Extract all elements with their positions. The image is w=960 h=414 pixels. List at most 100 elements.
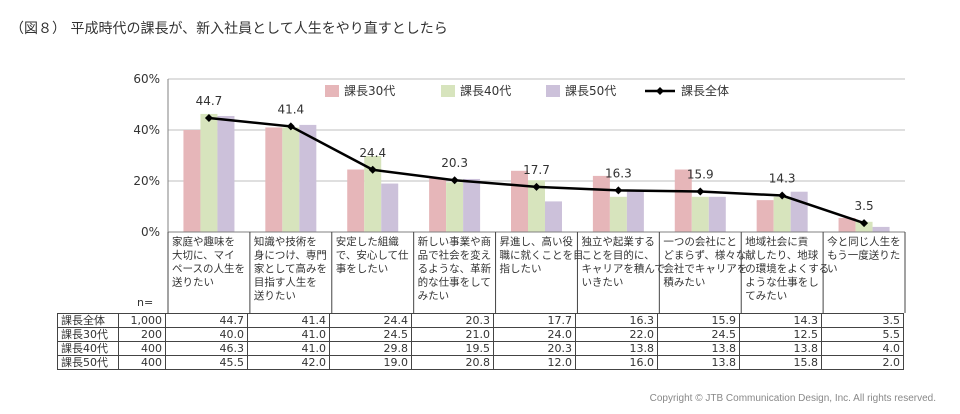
x-tick-label: 的な仕事をして [418, 276, 491, 289]
table-cell: 16.0 [575, 355, 658, 370]
bar [217, 115, 235, 232]
bar [790, 191, 808, 232]
table-cell: 15.9 [657, 313, 740, 328]
x-tick-label: 目指す人生を [254, 276, 317, 289]
bar [626, 191, 644, 232]
table-cell: 13.8 [657, 341, 740, 356]
table-cell: 14.3 [739, 313, 822, 328]
x-tick-label: ことを目的に、 [581, 249, 654, 262]
table-cell: 13.8 [657, 355, 740, 370]
x-tick-label: 家庭や趣味を [172, 235, 235, 248]
bar [609, 196, 627, 232]
row-label: 課長全体 [57, 313, 119, 328]
bar [282, 127, 300, 232]
x-tick-label: 安定した組織 [336, 235, 399, 248]
table-cell: 19.5 [411, 341, 494, 356]
table-cell: 20.8 [411, 355, 494, 370]
data-label: 41.4 [277, 102, 304, 116]
bar [838, 217, 856, 232]
x-tick-label: 職に就くことを目 [500, 249, 584, 262]
x-tick-label: い [827, 263, 838, 275]
x-tick-label: 事をしたい [336, 262, 389, 275]
x-tick-label: ペースの人生を [172, 262, 245, 275]
legend-swatch [441, 85, 455, 97]
bar [200, 113, 218, 232]
legend-label: 課長50代 [565, 83, 616, 98]
x-tick-label: 身につけ、専門 [254, 249, 327, 262]
bar [773, 196, 791, 232]
table-cell: 29.8 [329, 341, 412, 356]
table-cell: 20.3 [411, 313, 494, 328]
data-label: 3.5 [855, 199, 874, 213]
bar [545, 201, 562, 232]
bar [674, 169, 692, 232]
total-point [204, 114, 213, 123]
table-cell: 24.5 [657, 327, 740, 342]
bar [592, 175, 610, 232]
row-label: 課長40代 [57, 341, 119, 356]
data-label: 44.7 [196, 94, 223, 108]
table-row: 課長30代 200 40.0 41.0 24.5 21.0 24.0 22.0 24.5 12.5… [57, 327, 904, 342]
table-cell: 21.0 [411, 327, 494, 342]
x-tick-label: どまらず、様々な [663, 249, 746, 262]
table-cell: 46.3 [165, 341, 248, 356]
legend-label: 課長40代 [460, 83, 511, 98]
table-row: 課長全体 1,000 44.7 41.4 24.4 20.3 17.7 16.3 15.9 14.… [57, 313, 904, 328]
n-label: n= [137, 296, 153, 309]
x-tick-label: 新しい事業や商 [418, 235, 492, 248]
bar [872, 226, 890, 232]
legend-marker [656, 87, 664, 95]
table-cell: 41.0 [247, 341, 330, 356]
total-point [532, 182, 541, 191]
total-point [614, 186, 623, 195]
bar [756, 200, 774, 232]
data-table: 課長全体 1,000 44.7 41.4 24.4 20.3 17.7 16.3 15.9 14.… [57, 313, 904, 370]
table-row: 課長50代 400 45.5 42.0 19.0 20.8 12.0 16.0 13.8 15.8… [57, 355, 904, 370]
x-tick-label: もう一度送りた [827, 249, 900, 262]
bar [528, 180, 545, 232]
table-cell: 24.0 [493, 327, 576, 342]
chart-title: （図８） 平成時代の課長が、新入社員として人生をやり直すとしたら [10, 21, 448, 37]
row-label: 課長50代 [57, 355, 119, 370]
bar [265, 127, 283, 232]
total-point [696, 187, 705, 196]
x-tick-label: 今と同じ人生を [827, 235, 901, 248]
row-n: 400 [118, 341, 166, 356]
y-tick-label: 0% [141, 225, 160, 239]
table-cell: 4.0 [821, 341, 904, 356]
table-cell: 24.5 [329, 327, 412, 342]
x-tick-label: 家として高みを [254, 262, 327, 275]
data-label: 14.3 [769, 172, 796, 186]
x-tick-label: 知識や技術を [254, 235, 317, 248]
legend-label: 課長全体 [681, 83, 729, 98]
x-tick-label: 地域社会に貢 [745, 235, 808, 248]
table-cell: 5.5 [821, 327, 904, 342]
bar [381, 183, 399, 232]
x-tick-label: キャリアを積んで [581, 262, 664, 275]
x-tick-label: いきたい [581, 277, 623, 289]
x-tick-label: 会社でキャリアを [663, 262, 747, 275]
y-tick-label: 20% [133, 174, 160, 188]
x-tick-label: てみたい [745, 290, 787, 302]
table-cell: 41.0 [247, 327, 330, 342]
table-cell: 19.0 [329, 355, 412, 370]
total-point [368, 165, 377, 174]
x-tick-label: 献したり、地球 [745, 249, 819, 262]
x-tick-label: るような、革新 [418, 262, 492, 275]
copyright-text: Copyright © JTB Communication Design, In… [649, 393, 936, 404]
table-cell: 40.0 [165, 327, 248, 342]
table-cell: 24.4 [329, 313, 412, 328]
bar [708, 196, 726, 232]
legend-label: 課長30代 [344, 83, 395, 98]
table-cell: 41.4 [247, 313, 330, 328]
bar [347, 169, 365, 232]
bar [691, 196, 709, 232]
bar [429, 178, 447, 232]
row-n: 400 [118, 355, 166, 370]
row-label: 課長30代 [57, 327, 119, 342]
table-cell: 16.3 [575, 313, 658, 328]
table-cell: 42.0 [247, 355, 330, 370]
data-label: 15.9 [687, 167, 714, 181]
data-label: 17.7 [523, 163, 550, 177]
y-tick-label: 40% [133, 123, 160, 137]
